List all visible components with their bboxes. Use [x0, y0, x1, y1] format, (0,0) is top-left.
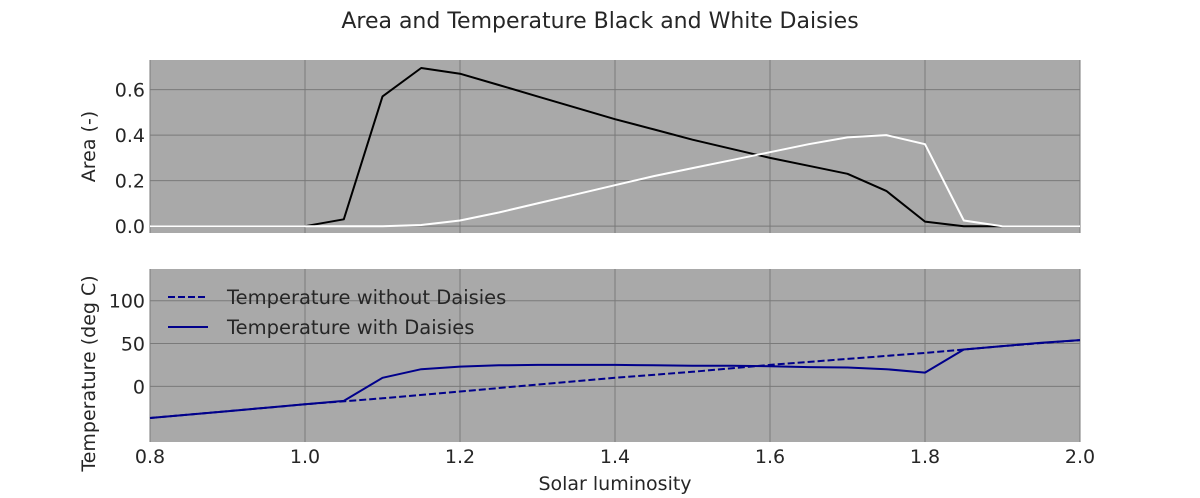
x-tick-label: 1.4: [600, 446, 630, 468]
temperature-y-tick-labels: 0 50 100: [109, 291, 145, 399]
chart-title: Area and Temperature Black and White Dai…: [341, 9, 858, 34]
y-tick-label: 100: [109, 291, 145, 313]
area-panel: 0.0 0.2 0.4 0.6 Area (-): [78, 60, 1081, 239]
temperature-panel: 0 50 100 Temperature (deg C) Temperature w…: [78, 269, 1081, 473]
area-y-axis-label: Area (-): [78, 111, 100, 182]
x-axis-label: Solar luminosity: [538, 473, 691, 495]
x-tick-label: 1.6: [755, 446, 785, 468]
y-tick-label: 50: [121, 334, 145, 356]
x-tick-label: 2.0: [1065, 446, 1095, 468]
x-tick-label: 0.8: [135, 446, 165, 468]
y-tick-label: 0.4: [115, 125, 145, 147]
x-tick-label: 1.0: [290, 446, 320, 468]
legend-label-without-daisies: Temperature without Daisies: [226, 286, 506, 309]
temperature-with-daisies-line: [149, 339, 1081, 419]
y-tick-label: 0: [133, 376, 145, 398]
series-1-line: [150, 134, 1080, 228]
area-y-tick-labels: 0.0 0.2 0.4 0.6: [115, 80, 145, 239]
temperature-y-axis-label: Temperature (deg C): [78, 275, 100, 472]
legend-label-with-daisies: Temperature with Daisies: [226, 316, 474, 339]
x-tick-label: 1.8: [910, 446, 940, 468]
legend: Temperature without Daisies Temperature …: [168, 286, 506, 339]
y-tick-label: 0.2: [115, 171, 145, 193]
area-series: [150, 67, 1080, 228]
y-tick-label: 0.6: [115, 80, 145, 102]
y-tick-label: 0.0: [115, 216, 145, 238]
x-tick-label: 1.2: [445, 446, 475, 468]
temperature-grid: [149, 269, 1081, 442]
temperature-series: [149, 339, 1081, 419]
x-tick-labels: 0.8 1.0 1.2 1.4 1.6 1.8 2.0: [135, 446, 1095, 468]
